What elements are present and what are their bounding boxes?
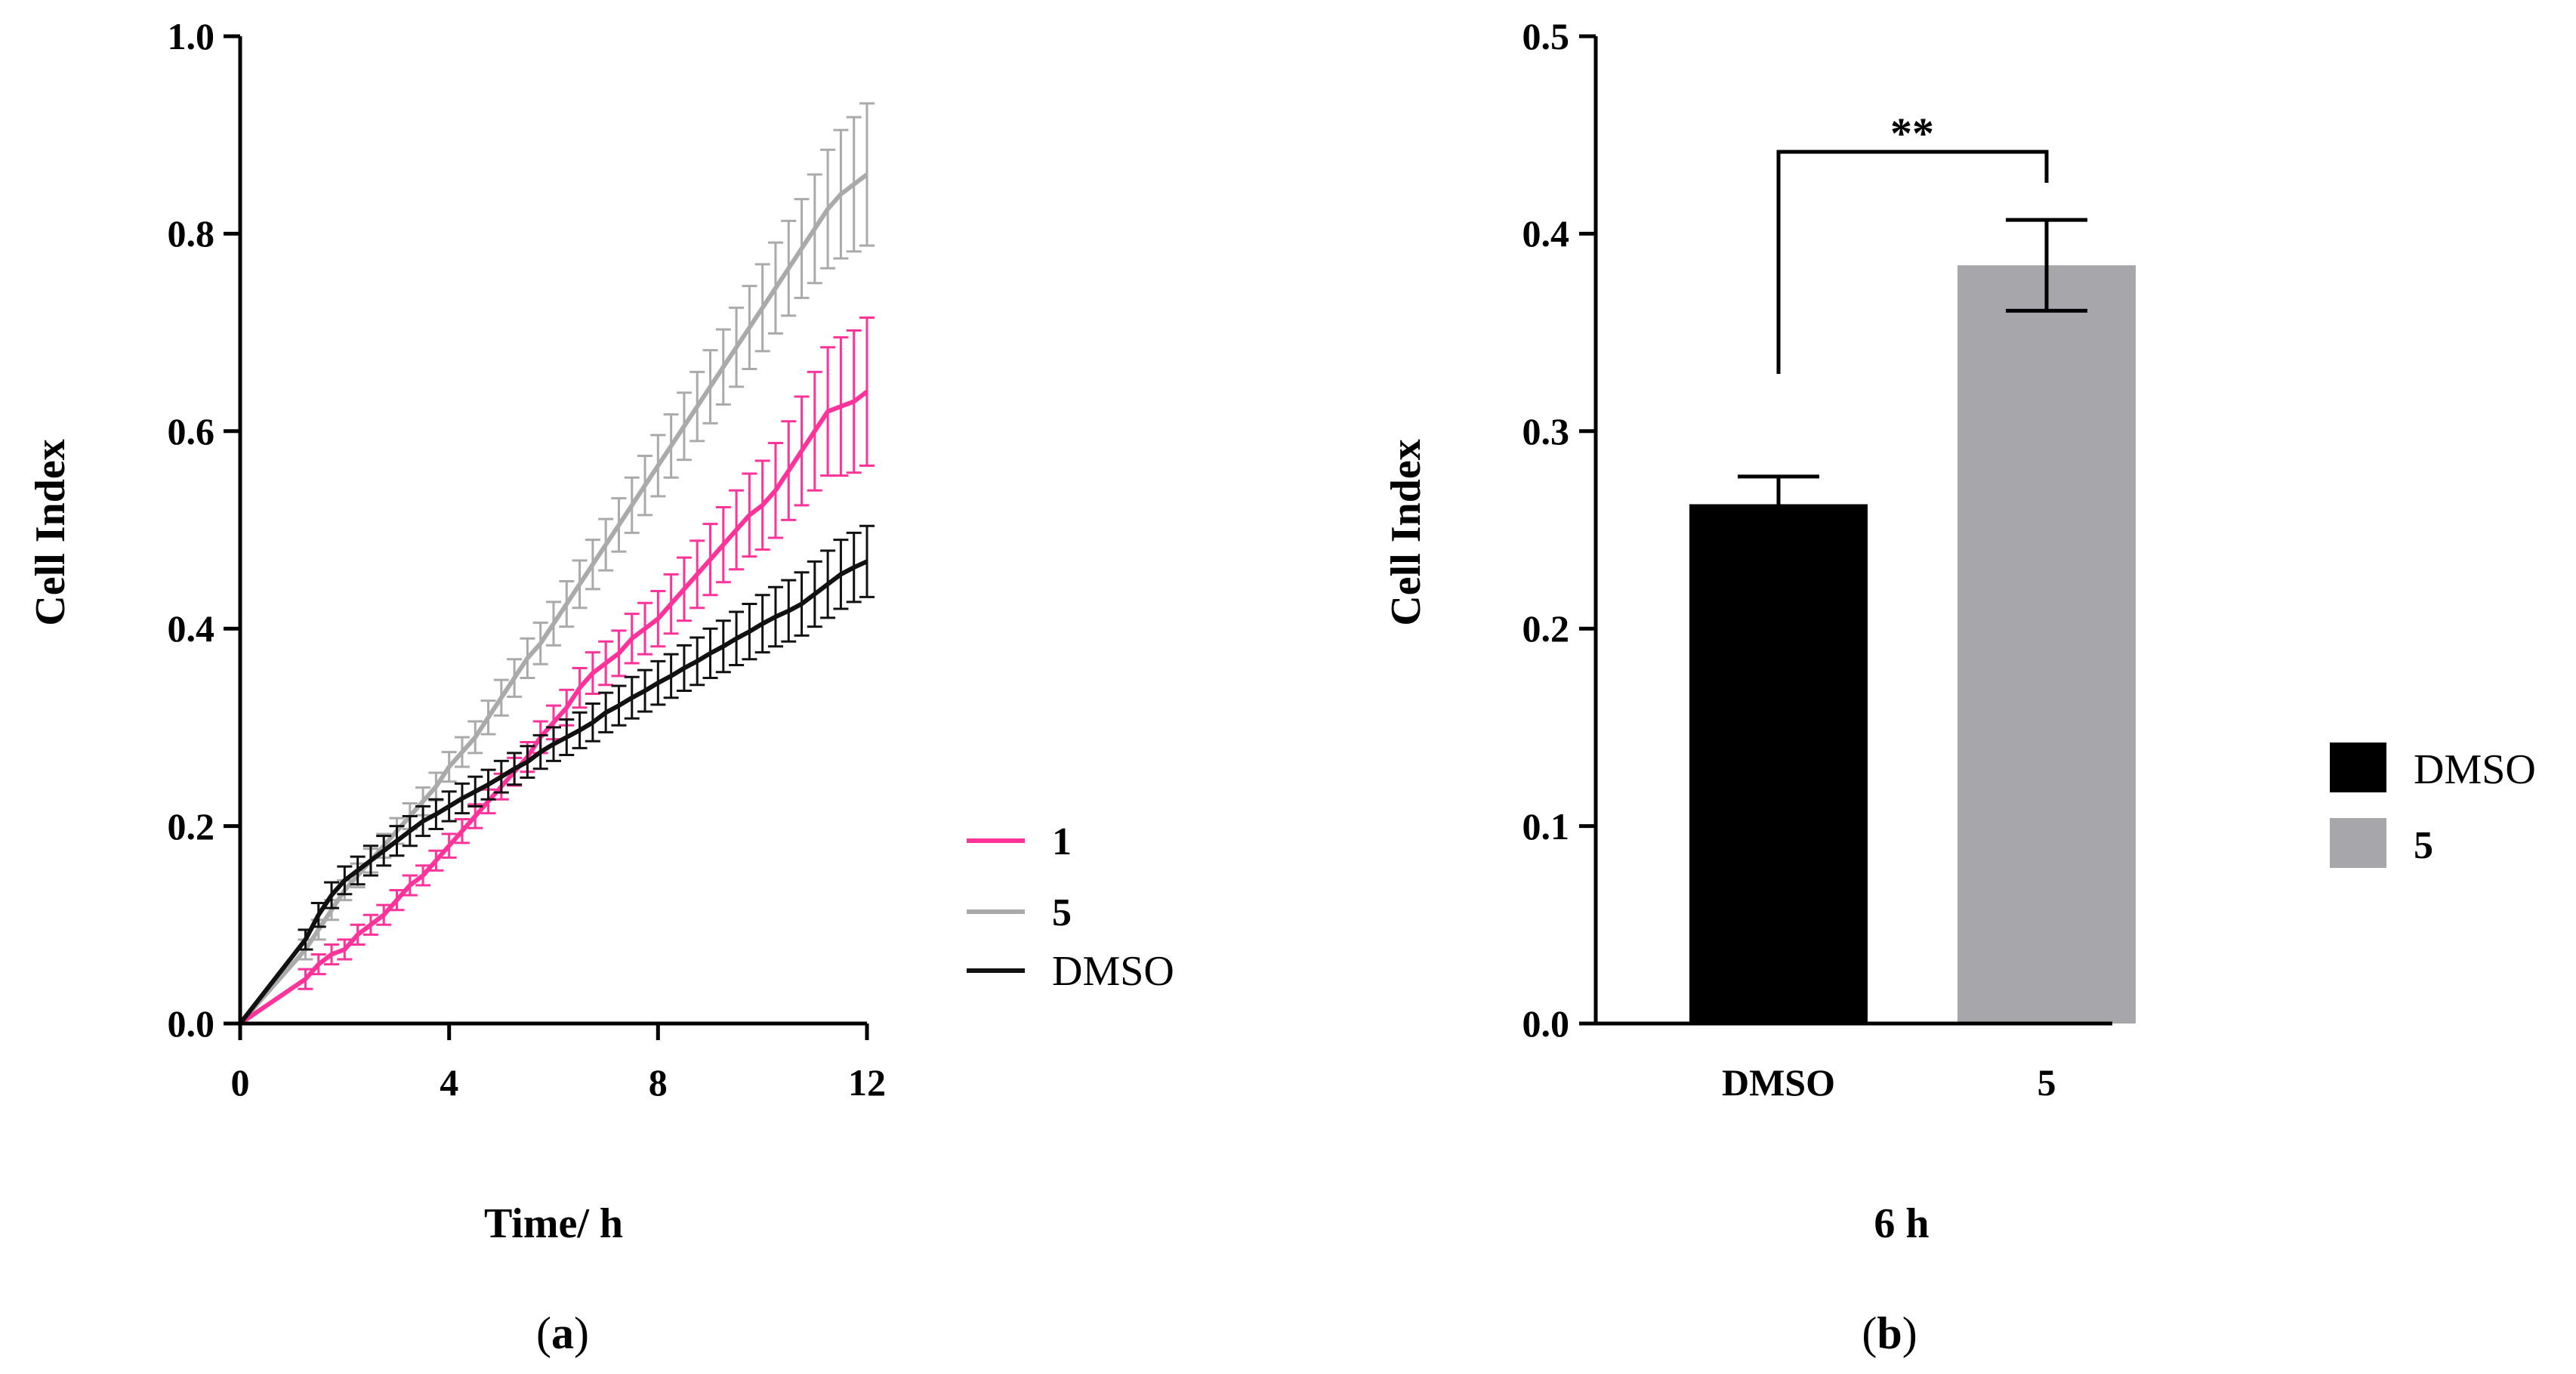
panel-a-y-tick-label: 0.4	[168, 607, 215, 650]
panel-a-series-group	[238, 102, 875, 1026]
panel-a-x-tick-label: 12	[848, 1061, 886, 1104]
panel-b-y-tick-label: 0.5	[1522, 15, 1570, 57]
panel-a-y-tick-label: 0.0	[168, 1002, 215, 1045]
panel-b-letter: b	[1877, 1308, 1902, 1358]
panel-a-legend: 1 5 DMSO	[967, 820, 1174, 995]
panel-a-y-axis-title: Cell Index	[27, 439, 74, 625]
legend-label-bar-5: 5	[2414, 824, 2433, 867]
series-dmso-group	[238, 524, 875, 1025]
bar-5	[1957, 265, 2136, 1024]
panel-b-bars-group	[1689, 218, 2136, 1024]
panel-b-bar-chart: 0.0 0.1 0.2 0.3 0.4 0.5 DMSO 5 ** Cell I…	[1383, 15, 2536, 1358]
panel-a-y-tick-label: 0.2	[168, 805, 215, 848]
series-1-group	[239, 316, 875, 1026]
legend-label-series-dmso: DMSO	[1052, 948, 1174, 995]
panel-b-y-tick-label: 0.0	[1522, 1002, 1570, 1045]
panel-a-y-tick-label: 0.8	[168, 212, 215, 255]
line-series-dmso	[238, 559, 868, 1025]
panel-a-y-ticks: 0.0 0.2 0.4 0.6 0.8 1.0	[168, 15, 240, 1045]
panel-b-y-ticks: 0.0 0.1 0.2 0.3 0.4 0.5	[1522, 15, 1596, 1045]
panel-a-x-tick-label: 0	[231, 1061, 250, 1104]
panel-a-x-tick-label: 4	[440, 1061, 458, 1104]
panel-b-y-axis-title: Cell Index	[1383, 439, 1430, 625]
panel-b-category-label-5: 5	[2038, 1061, 2056, 1104]
panel-a-label: (a)	[536, 1308, 589, 1358]
legend-label-series-1: 1	[1052, 820, 1072, 863]
series-5-group	[238, 102, 875, 1025]
error-bar-series-5	[859, 102, 875, 247]
error-bar-bar-5	[2006, 218, 2087, 313]
legend-label-bar-dmso: DMSO	[2414, 746, 2536, 793]
panel-b-legend: DMSO 5	[2330, 743, 2536, 868]
panel-b-label: (b)	[1862, 1308, 1917, 1358]
panel-b-y-tick-label: 0.4	[1522, 212, 1570, 255]
error-bar-bar-dmso	[1738, 474, 1819, 534]
panel-b-x-axis-title: 6 h	[1874, 1200, 1929, 1247]
panel-a-x-axis-title: Time/ h	[484, 1200, 623, 1247]
line-series-5	[238, 172, 868, 1025]
panel-b-y-tick-label: 0.3	[1522, 410, 1570, 452]
panel-b-category-label-dmso: DMSO	[1722, 1061, 1835, 1104]
panel-a-x-ticks: 0 4 8 12	[231, 1024, 886, 1104]
panel-a-letter: a	[551, 1308, 574, 1358]
significance-stars: **	[1890, 109, 1934, 158]
bar-dmso	[1689, 504, 1868, 1024]
line-series-1	[239, 390, 868, 1026]
panel-a-x-tick-label: 8	[649, 1061, 668, 1104]
panel-b-y-tick-label: 0.2	[1522, 607, 1570, 650]
panel-a-y-tick-label: 1.0	[168, 15, 215, 57]
panel-b-y-tick-label: 0.1	[1522, 805, 1570, 848]
legend-swatch-bar-5	[2330, 818, 2386, 868]
legend-label-series-5: 5	[1052, 891, 1072, 934]
panel-a-y-tick-label: 0.6	[168, 410, 215, 452]
significance-bracket	[1776, 150, 2049, 374]
legend-swatch-bar-dmso	[2330, 743, 2386, 792]
panel-a-line-chart: 0.0 0.2 0.4 0.6 0.8 1.0 0 4 8 12 Cell In…	[27, 15, 1174, 1358]
